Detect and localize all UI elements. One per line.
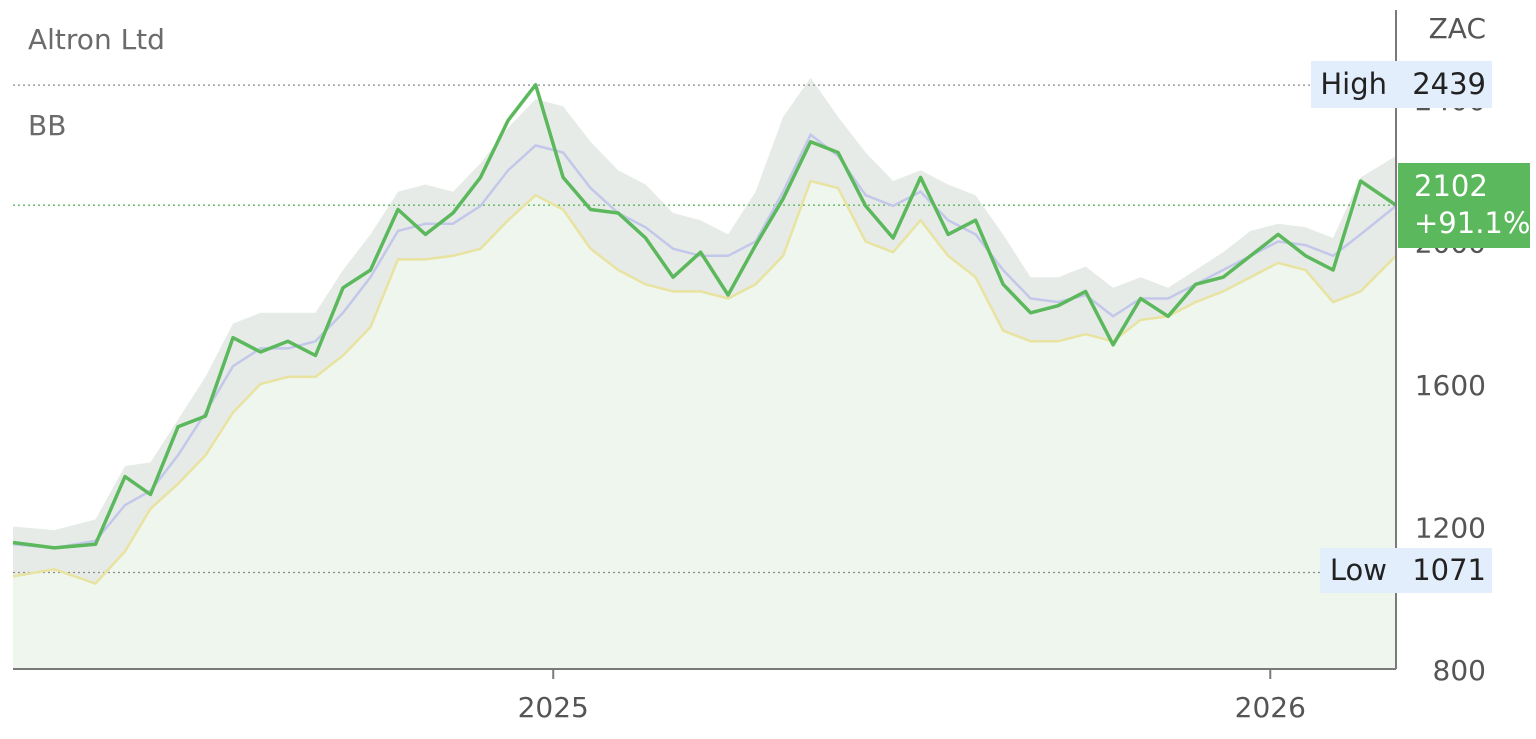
high-label: High [1320, 67, 1387, 101]
low-label-box [1320, 548, 1492, 593]
currency-label: ZAC [1429, 12, 1486, 45]
last-price-badge: 2102 +91.1% [1398, 163, 1530, 248]
indicator-label: BB [28, 109, 66, 142]
high-value: 2439 [1412, 67, 1486, 101]
plot-area [12, 77, 1397, 669]
low-label: Low [1330, 553, 1387, 587]
last-change: +91.1% [1414, 206, 1530, 240]
low-value: 1071 [1412, 553, 1486, 587]
chart-title: Altron Ltd [28, 23, 165, 56]
x-tick-label: 2025 [518, 691, 589, 724]
y-tick-label: 1200 [1415, 512, 1486, 545]
x-axis-ticks: 2025 2026 [518, 669, 1306, 724]
y-tick-label: 1600 [1415, 369, 1486, 402]
last-price: 2102 [1414, 169, 1488, 203]
price-line [12, 83, 1397, 550]
high-marker: High 2439 [1311, 61, 1492, 108]
lower-band-line [12, 179, 1397, 585]
high-label-box [1311, 61, 1492, 108]
price-area-fill [13, 181, 1396, 669]
x-tick-label: 2026 [1235, 691, 1306, 724]
last-price-badge-bg [1398, 163, 1530, 248]
bollinger-band-fill [13, 77, 1396, 584]
y-tick-label: 800 [1433, 654, 1486, 687]
low-marker: Low 1071 [1320, 548, 1492, 593]
